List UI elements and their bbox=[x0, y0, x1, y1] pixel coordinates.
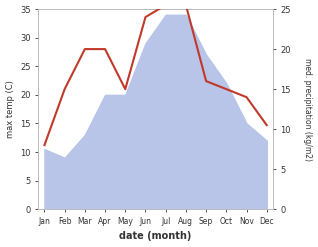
X-axis label: date (month): date (month) bbox=[119, 231, 192, 242]
Y-axis label: med. precipitation (kg/m2): med. precipitation (kg/m2) bbox=[303, 58, 313, 161]
Y-axis label: max temp (C): max temp (C) bbox=[5, 80, 15, 138]
